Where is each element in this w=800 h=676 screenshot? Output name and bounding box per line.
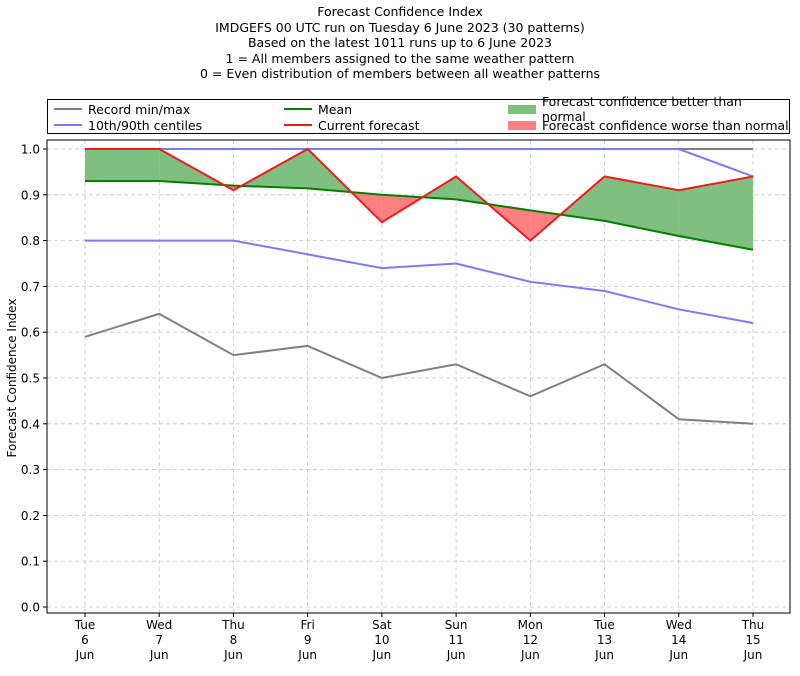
- legend-swatch-mean: [284, 108, 312, 110]
- legend-swatch-centiles: [54, 124, 82, 126]
- fill-better-segment: [560, 176, 605, 221]
- legend-item-better: Forecast confidence better than normal: [508, 94, 789, 124]
- fill-better-segment: [604, 176, 679, 237]
- x-tick-label-line: 6: [81, 633, 89, 647]
- x-tick-label-line: Jun: [594, 648, 614, 662]
- x-tick-label-line: Jun: [668, 648, 688, 662]
- y-tick-label: 0.4: [21, 417, 40, 431]
- y-tick-label: 0.5: [21, 372, 40, 386]
- y-tick-label: 1.0: [21, 143, 40, 157]
- series-line-current-forecast: [85, 147, 754, 242]
- fill-better-segment: [678, 176, 753, 250]
- x-tick-label-line: Sun: [445, 618, 468, 632]
- x-tick-label-line: Jun: [743, 648, 763, 662]
- legend-swatch-current: [284, 124, 312, 126]
- chart-legend: Record min/max 10th/90th centiles Mean C…: [47, 94, 790, 134]
- y-tick-label: 0.6: [21, 326, 40, 340]
- x-tick-label-line: 11: [448, 633, 463, 647]
- legend-label-worse: Forecast confidence worse than normal: [542, 117, 789, 133]
- legend-swatch-worse: [508, 120, 536, 130]
- x-tick-label: Thu 8 Jun: [221, 618, 245, 662]
- y-axis: 0.0 0.1 0.2 0.3 0.4 0.5 0.6 0.7 0.8 0.9 1.0: [21, 143, 47, 615]
- x-tick-label: Sun 11 Jun: [445, 618, 468, 662]
- legend-item-centiles: 10th/90th centiles: [54, 117, 202, 133]
- series-line-mean: [85, 180, 754, 251]
- x-tick-label-line: Jun: [223, 648, 243, 662]
- y-tick-label: 0.8: [21, 234, 40, 248]
- x-tick-label: Mon 12 Jun: [518, 618, 543, 662]
- title-line-1: Forecast Confidence Index: [317, 4, 483, 19]
- x-tick-label: Fri 9 Jun: [297, 618, 317, 662]
- x-tick-label-line: 12: [523, 633, 538, 647]
- title-line-2: IMDGEFS 00 UTC run on Tuesday 6 June 202…: [215, 19, 585, 35]
- x-tick-label-line: Sat: [372, 618, 392, 632]
- x-tick-label: Thu 15 Jun: [741, 618, 765, 662]
- x-tick-label-line: 9: [304, 633, 312, 647]
- x-tick-label: Tue 13 Jun: [593, 618, 615, 662]
- y-tick-label: 0.1: [21, 555, 40, 569]
- x-tick-label-line: Jun: [520, 648, 540, 662]
- y-tick-label: 0.0: [21, 601, 40, 615]
- x-tick-label-line: Tue: [593, 618, 615, 632]
- y-axis-label: Forecast Confidence Index: [5, 299, 19, 458]
- x-tick-label-line: Tue: [74, 618, 96, 632]
- x-tick-label-line: 15: [745, 633, 760, 647]
- x-tick-label-line: 7: [155, 633, 163, 647]
- x-tick-label-line: Wed: [146, 618, 172, 632]
- legend-item-record: Record min/max: [54, 101, 190, 117]
- series-line-90th-centile: [85, 148, 754, 178]
- x-tick-label: Wed 14 Jun: [666, 618, 692, 662]
- x-tick-label: Wed 7 Jun: [146, 618, 172, 662]
- x-tick-label-line: Jun: [446, 648, 466, 662]
- title-line-5: 0 = Even distribution of members between…: [199, 66, 601, 81]
- y-tick-label: 0.7: [21, 280, 40, 294]
- series-line-record-min: [84, 312, 754, 425]
- x-tick-label-line: 13: [597, 633, 612, 647]
- legend-swatch-record: [54, 108, 82, 110]
- x-tick-label-line: Jun: [149, 648, 169, 662]
- x-tick-label: Sat 10 Jun: [372, 618, 393, 662]
- x-tick-label-line: 8: [230, 633, 238, 647]
- title-line-3: Based on the latest 1011 runs up to 6 Ju…: [247, 35, 553, 50]
- x-tick-label-line: Jun: [75, 648, 95, 662]
- x-tick-label-line: Mon: [518, 618, 543, 632]
- fill-better-segment: [85, 149, 160, 182]
- legend-item-mean: Mean: [284, 101, 352, 117]
- y-tick-label: 0.2: [21, 509, 40, 523]
- plot-frame: [46, 139, 791, 614]
- y-tick-label: 0.3: [21, 463, 40, 477]
- title-line-4: 1 = All members assigned to the same wea…: [225, 50, 575, 66]
- x-tick-label-line: Fri: [301, 618, 315, 632]
- legend-label-mean: Mean: [318, 101, 353, 117]
- x-tick-label-line: Thu: [741, 618, 765, 632]
- legend-label-centiles: 10th/90th centiles: [88, 117, 203, 133]
- x-tick-label-line: Jun: [297, 648, 317, 662]
- legend-label-better: Forecast confidence better than normal: [541, 94, 742, 124]
- legend-label-current: Current forecast: [318, 117, 420, 133]
- legend-label-record: Record min/max: [88, 101, 191, 117]
- legend-item-current: Current forecast: [284, 117, 419, 133]
- x-tick-label-line: Wed: [666, 618, 692, 632]
- x-tick-label: Tue 6 Jun: [74, 618, 96, 662]
- y-tick-label: 0.9: [21, 188, 40, 202]
- x-tick-label-line: 10: [374, 633, 389, 647]
- x-tick-label-line: Jun: [372, 648, 392, 662]
- x-tick-label-line: 14: [671, 633, 686, 647]
- legend-swatch-better: [508, 104, 536, 114]
- series-lines: [84, 147, 754, 425]
- series-line-10th-centile: [85, 239, 754, 325]
- chart-title: Forecast Confidence Index IMDGEFS 00 UTC…: [0, 4, 800, 82]
- legend-item-worse: Forecast confidence worse than normal: [508, 117, 789, 133]
- x-tick-label-line: Thu: [221, 618, 245, 632]
